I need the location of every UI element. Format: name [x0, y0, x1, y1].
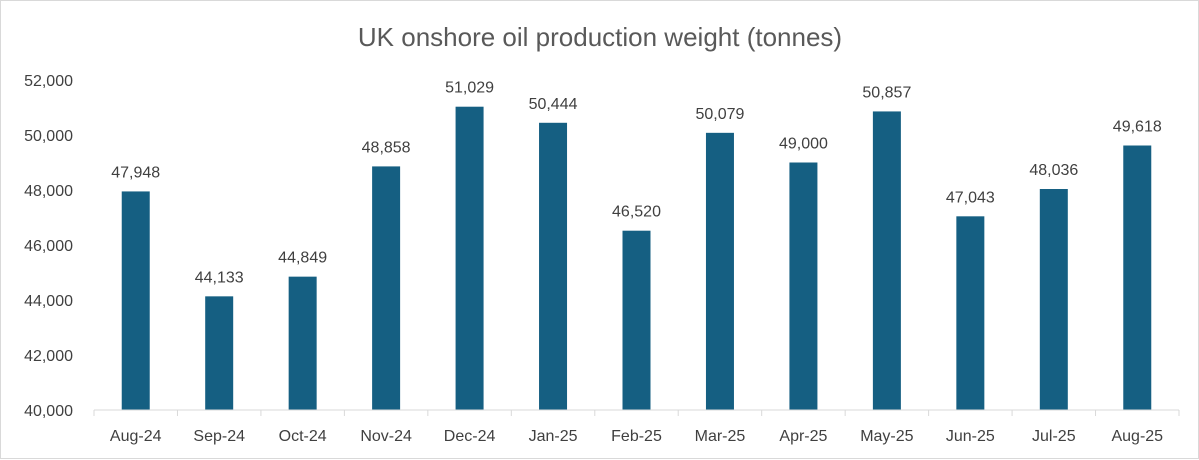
y-axis-ticks: 40,000 42,000 44,000 46,000 48,000 50,000 52,0…: [24, 73, 73, 420]
data-label: 44,849: [278, 250, 327, 267]
y-tick-label: 40,000: [24, 403, 73, 420]
data-label: 50,444: [529, 96, 578, 113]
x-tick-label: Nov-24: [360, 428, 412, 445]
bar: [1039, 189, 1068, 410]
data-label: 48,036: [1029, 162, 1078, 179]
y-tick-label: 44,000: [24, 293, 73, 310]
data-label: 49,618: [1113, 119, 1162, 136]
y-tick-label: 46,000: [24, 238, 73, 255]
data-label: 48,858: [362, 139, 411, 156]
bar: [622, 230, 651, 410]
bar: [956, 216, 985, 410]
x-tick-label: Jan-25: [529, 428, 578, 445]
bar: [455, 106, 484, 410]
data-label: 46,520: [612, 204, 661, 221]
bar: [121, 191, 150, 410]
y-tick-label: 50,000: [24, 128, 73, 145]
bar: [205, 296, 234, 410]
bar: [288, 276, 317, 410]
bar: [1123, 145, 1152, 410]
data-label: 50,079: [695, 106, 744, 123]
bar: [872, 111, 901, 411]
x-tick-label: May-25: [860, 428, 913, 445]
y-tick-label: 42,000: [24, 348, 73, 365]
x-tick-label: Apr-25: [779, 428, 827, 445]
chart-title: UK onshore oil production weight (tonnes…: [358, 22, 842, 52]
x-tick-label: Sep-24: [193, 428, 245, 445]
bar: [539, 122, 568, 410]
x-tick-label: Dec-24: [444, 428, 496, 445]
x-tick-label: Jun-25: [946, 428, 995, 445]
data-label: 47,948: [111, 164, 160, 181]
data-labels: 47,948 44,133 44,849 48,858 51,029 50,444 46,5…: [111, 80, 1162, 287]
x-axis: Aug-24 Sep-24 Oct-24 Nov-24 Dec-24 Jan-25 Feb-…: [93, 409, 1180, 445]
x-tick-label: Aug-24: [110, 428, 162, 445]
x-tick-label: Mar-25: [695, 428, 746, 445]
bar: [789, 162, 818, 410]
bar: [705, 132, 734, 410]
bar: [372, 166, 401, 410]
y-tick-label: 48,000: [24, 183, 73, 200]
data-label: 50,857: [862, 84, 911, 101]
data-label: 49,000: [779, 136, 828, 153]
y-tick-label: 52,000: [24, 73, 73, 90]
data-label: 47,043: [946, 189, 995, 206]
x-tick-label: Jul-25: [1032, 428, 1076, 445]
x-tick-label: Feb-25: [611, 428, 662, 445]
data-label: 51,029: [445, 80, 494, 97]
x-tick-label: Oct-24: [279, 428, 327, 445]
x-tick-label: Aug-25: [1111, 428, 1163, 445]
data-label: 44,133: [195, 269, 244, 286]
bars: [121, 106, 1152, 411]
